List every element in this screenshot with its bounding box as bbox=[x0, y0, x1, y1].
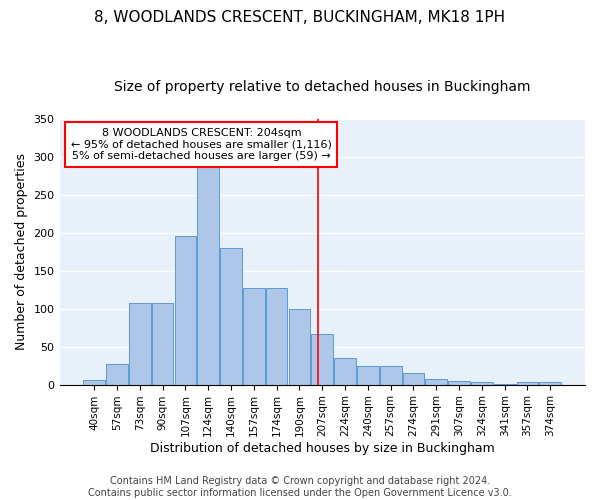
Bar bbox=[175, 236, 196, 384]
Bar bbox=[471, 382, 493, 384]
X-axis label: Distribution of detached houses by size in Buckingham: Distribution of detached houses by size … bbox=[150, 442, 494, 455]
Bar bbox=[289, 310, 310, 384]
Bar bbox=[129, 304, 151, 384]
Bar bbox=[357, 366, 379, 384]
Bar bbox=[106, 364, 128, 384]
Text: Contains HM Land Registry data © Crown copyright and database right 2024.
Contai: Contains HM Land Registry data © Crown c… bbox=[88, 476, 512, 498]
Bar bbox=[83, 380, 105, 384]
Text: 8 WOODLANDS CRESCENT: 204sqm
← 95% of detached houses are smaller (1,116)
5% of : 8 WOODLANDS CRESCENT: 204sqm ← 95% of de… bbox=[71, 128, 332, 161]
Bar bbox=[152, 304, 173, 384]
Bar bbox=[448, 381, 470, 384]
Bar bbox=[403, 373, 424, 384]
Bar bbox=[380, 366, 401, 384]
Bar bbox=[266, 288, 287, 384]
Bar bbox=[220, 248, 242, 384]
Text: 8, WOODLANDS CRESCENT, BUCKINGHAM, MK18 1PH: 8, WOODLANDS CRESCENT, BUCKINGHAM, MK18 … bbox=[94, 10, 506, 25]
Y-axis label: Number of detached properties: Number of detached properties bbox=[15, 153, 28, 350]
Bar bbox=[311, 334, 333, 384]
Bar bbox=[425, 378, 447, 384]
Bar bbox=[197, 164, 219, 384]
Bar bbox=[517, 382, 538, 384]
Bar bbox=[539, 382, 561, 384]
Title: Size of property relative to detached houses in Buckingham: Size of property relative to detached ho… bbox=[114, 80, 530, 94]
Bar bbox=[243, 288, 265, 384]
Bar bbox=[334, 358, 356, 384]
